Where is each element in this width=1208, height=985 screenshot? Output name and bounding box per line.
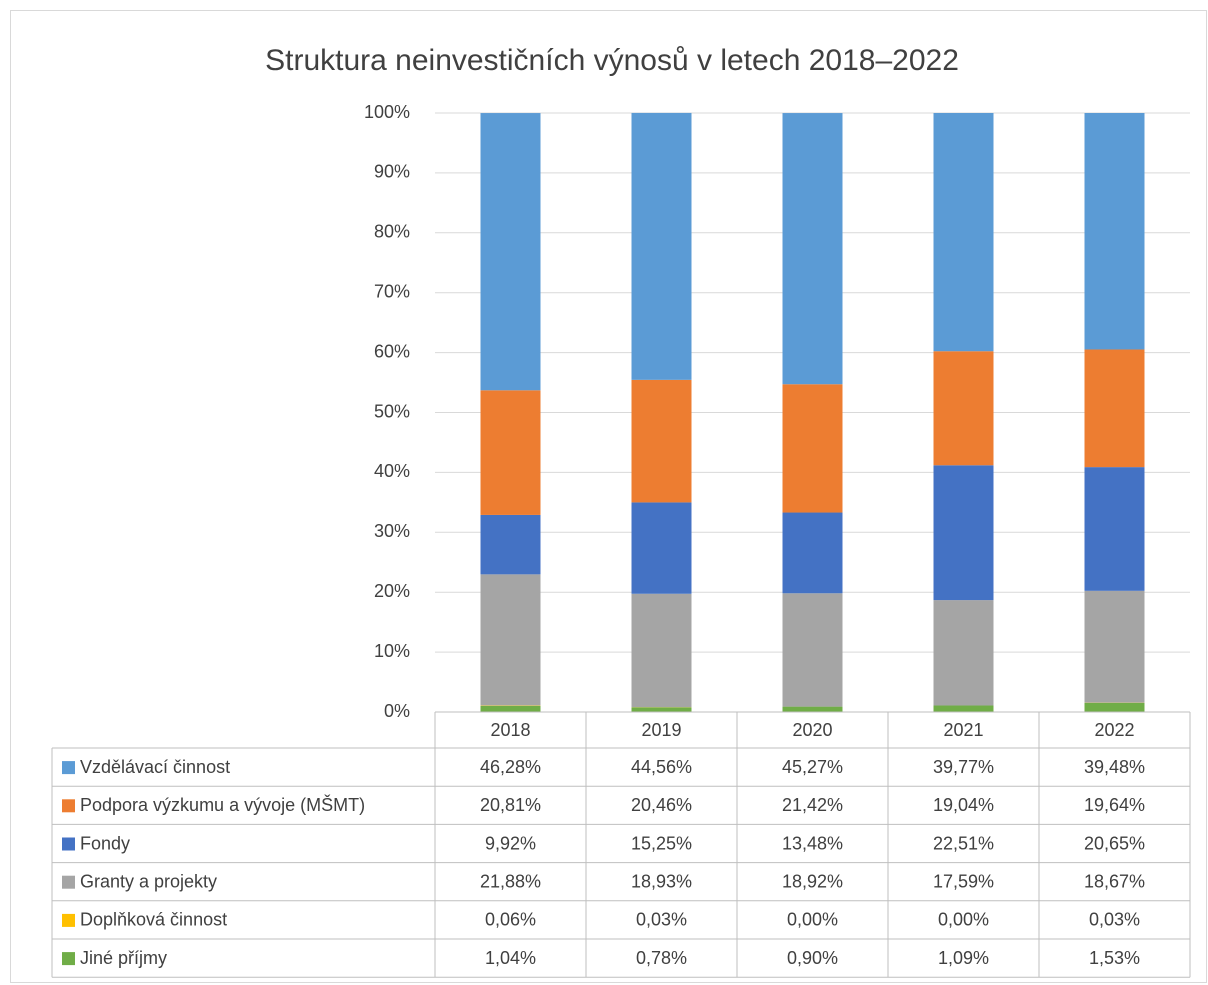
- y-tick-label: 100%: [364, 102, 410, 122]
- chart-title: Struktura neinvestičních výnosů v letech…: [265, 44, 959, 77]
- table-value: 0,03%: [636, 910, 687, 930]
- bar-segment: [782, 706, 843, 712]
- legend-key: [62, 913, 75, 927]
- bar-segment: [782, 384, 843, 513]
- table-value: 20,65%: [1084, 833, 1145, 853]
- table-value: 0,06%: [485, 910, 536, 930]
- table-value: 15,25%: [631, 833, 692, 853]
- table-value: 45,27%: [782, 757, 843, 777]
- bar-segment: [782, 593, 843, 707]
- table-value: 18,93%: [631, 871, 692, 891]
- bar-segment: [631, 502, 692, 594]
- table-value: 0,03%: [1089, 910, 1140, 930]
- table-value: 39,77%: [933, 757, 994, 777]
- bar-segment: [480, 390, 541, 515]
- table-value: 1,04%: [485, 948, 536, 968]
- table-value: 46,28%: [480, 757, 541, 777]
- legend-key: [62, 761, 75, 775]
- legend-key: [62, 799, 75, 813]
- table-value: 21,88%: [480, 871, 541, 891]
- table-value: 20,46%: [631, 795, 692, 815]
- legend-label: Fondy: [80, 833, 130, 853]
- bar-segment: [933, 113, 994, 352]
- x-tick-label: 2021: [943, 720, 983, 740]
- bar-segment: [1084, 349, 1145, 468]
- y-tick-label: 20%: [374, 581, 410, 601]
- bar-segment: [782, 512, 843, 594]
- table-value: 0,00%: [938, 910, 989, 930]
- table-value: 17,59%: [933, 871, 994, 891]
- table-value: 9,92%: [485, 833, 536, 853]
- bar-segment: [480, 574, 541, 706]
- bar-segment: [933, 600, 994, 706]
- legend-label: Jiné příjmy: [80, 948, 167, 968]
- table-value: 0,90%: [787, 948, 838, 968]
- table-value: 13,48%: [782, 833, 843, 853]
- x-tick-label: 2022: [1094, 720, 1134, 740]
- x-tick-label: 2019: [641, 720, 681, 740]
- y-tick-label: 30%: [374, 521, 410, 541]
- table-value: 19,04%: [933, 795, 994, 815]
- legend-key: [62, 952, 75, 966]
- table-value: 20,81%: [480, 795, 541, 815]
- bar-segment: [933, 705, 994, 712]
- bar-segment: [631, 593, 692, 708]
- legend-key: [62, 875, 75, 889]
- bar-segment: [480, 113, 541, 391]
- table-value: 0,78%: [636, 948, 687, 968]
- y-tick-label: 90%: [374, 162, 410, 182]
- bar-segment: [631, 707, 692, 712]
- table-value: 1,53%: [1089, 948, 1140, 968]
- table-value: 0,00%: [787, 910, 838, 930]
- table-value: 22,51%: [933, 833, 994, 853]
- bar-segment: [480, 514, 541, 575]
- chart-border: [10, 10, 1207, 983]
- table-value: 44,56%: [631, 757, 692, 777]
- legend-label: Granty a projekty: [80, 871, 217, 891]
- bar-segment: [1084, 590, 1145, 703]
- legend-label: Podpora výzkumu a vývoje (MŠMT): [80, 794, 365, 815]
- bar-segment: [1084, 702, 1145, 712]
- x-tick-label: 2020: [792, 720, 832, 740]
- legend-label: Doplňková činnost: [80, 910, 227, 930]
- legend-label: Vzdělávací činnost: [80, 757, 230, 777]
- bar-segment: [631, 112, 692, 380]
- bar-segment: [782, 113, 843, 385]
- y-tick-label: 80%: [374, 222, 410, 242]
- table-value: 1,09%: [938, 948, 989, 968]
- table-value: 21,42%: [782, 795, 843, 815]
- x-tick-label: 2018: [490, 720, 530, 740]
- table-value: 39,48%: [1084, 757, 1145, 777]
- legend-key: [62, 837, 75, 851]
- y-tick-label: 60%: [374, 341, 410, 361]
- table-value: 18,67%: [1084, 871, 1145, 891]
- y-tick-label: 40%: [374, 461, 410, 481]
- bar-segment: [480, 705, 541, 712]
- y-tick-label: 0%: [384, 701, 410, 721]
- table-value: 18,92%: [782, 871, 843, 891]
- table-value: 19,64%: [1084, 795, 1145, 815]
- bar-segment: [933, 465, 994, 601]
- bar-segment: [1084, 467, 1145, 591]
- y-tick-label: 70%: [374, 281, 410, 301]
- y-tick-label: 10%: [374, 641, 410, 661]
- bar-segment: [631, 379, 692, 503]
- bar-segment: [933, 351, 994, 466]
- bar-segment: [1084, 113, 1145, 350]
- y-tick-label: 50%: [374, 401, 410, 421]
